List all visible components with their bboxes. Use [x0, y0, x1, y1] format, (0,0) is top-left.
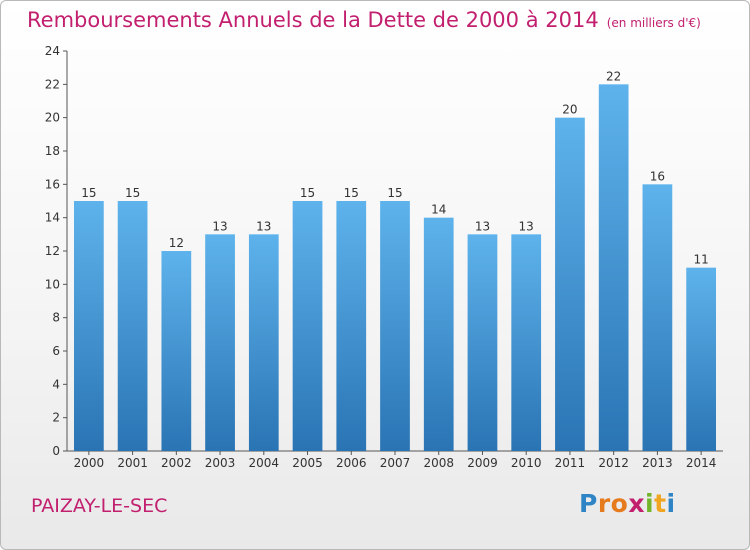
y-tick-label: 2	[52, 411, 60, 425]
y-tick-label: 4	[52, 377, 60, 391]
y-tick-label: 22	[45, 77, 60, 91]
y-tick-label: 10	[45, 277, 60, 291]
x-tick-label: 2000	[74, 456, 105, 470]
bar-value-label: 15	[300, 186, 315, 200]
bar-value-label: 15	[387, 186, 402, 200]
bar-value-label: 22	[606, 69, 621, 83]
bar-value-label: 13	[256, 219, 271, 233]
bar	[598, 84, 629, 451]
bar	[467, 234, 498, 451]
bar-value-label: 12	[169, 236, 184, 250]
bar	[555, 117, 585, 452]
proxiti-logo[interactable]: Proxiti	[579, 489, 676, 518]
bar-value-label: 14	[431, 203, 446, 217]
y-tick-label: 12	[45, 244, 60, 258]
y-tick-label: 20	[45, 111, 60, 125]
x-tick-label: 2001	[117, 456, 148, 470]
bar	[205, 234, 235, 451]
y-tick-label: 18	[45, 144, 60, 158]
y-tick-label: 16	[45, 177, 60, 191]
y-tick-label: 24	[45, 44, 60, 58]
bar	[161, 251, 192, 451]
bar-value-label: 13	[475, 219, 490, 233]
x-tick-label: 2004	[249, 456, 280, 470]
bar	[642, 184, 673, 452]
x-tick-label: 2003	[205, 456, 236, 470]
bar	[686, 267, 717, 451]
x-tick-label: 2008	[423, 456, 454, 470]
x-tick-label: 2011	[555, 456, 586, 470]
bar	[380, 201, 410, 451]
city-name: PAIZAY-LE-SEC	[31, 495, 168, 517]
bar-value-label: 11	[693, 253, 708, 267]
x-tick-label: 2007	[380, 456, 411, 470]
chart-unit: (en milliers d'€)	[606, 16, 701, 30]
x-tick-label: 2013	[642, 456, 673, 470]
bar-value-label: 15	[81, 186, 96, 200]
bar	[248, 234, 279, 451]
chart-bars: 15 15 12 13 13 15 15 15 14 13 13 20 22 16 11	[73, 69, 717, 452]
bar	[292, 201, 323, 451]
bar-value-label: 13	[519, 219, 534, 233]
bar-value-label: 16	[650, 169, 665, 183]
bar	[423, 217, 454, 451]
bar	[73, 201, 104, 451]
chart-title: Remboursements Annuels de la Dette de 20…	[27, 8, 701, 32]
y-tick-label: 14	[45, 211, 60, 225]
bar	[117, 201, 148, 451]
bar-value-label: 15	[125, 186, 140, 200]
bar-value-label: 13	[212, 219, 227, 233]
chart-title-text: Remboursements Annuels de la Dette de 20…	[27, 8, 599, 32]
x-tick-label: 2012	[598, 456, 629, 470]
x-tick-label: 2009	[467, 456, 498, 470]
bar	[511, 234, 542, 451]
bar-value-label: 20	[562, 103, 577, 117]
x-tick-label: 2010	[511, 456, 542, 470]
x-tick-label: 2006	[336, 456, 367, 470]
y-tick-label: 8	[52, 311, 60, 325]
x-tick-label: 2002	[161, 456, 192, 470]
bar-value-label: 15	[344, 186, 359, 200]
bar	[336, 201, 367, 451]
x-tick-label: 2005	[292, 456, 323, 470]
x-tick-label: 2014	[686, 456, 717, 470]
y-tick-label: 0	[52, 444, 60, 458]
y-tick-label: 6	[52, 344, 60, 358]
